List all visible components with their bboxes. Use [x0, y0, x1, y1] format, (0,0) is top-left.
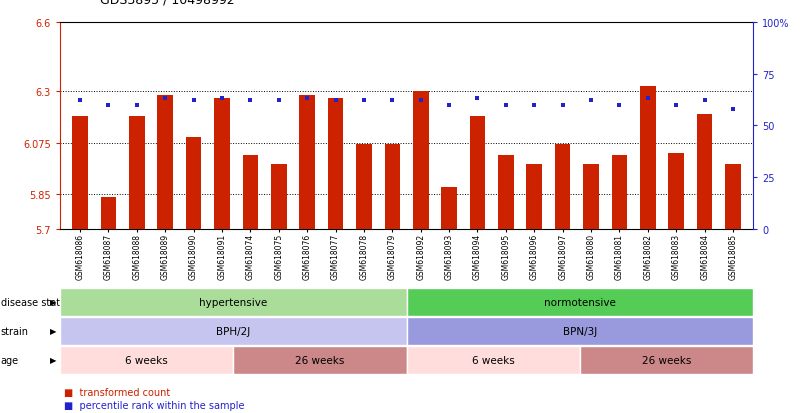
Text: ▶: ▶	[50, 355, 57, 364]
Bar	[271, 165, 287, 229]
Bar	[725, 165, 741, 229]
Bar	[469, 117, 485, 229]
Text: strain: strain	[1, 326, 29, 336]
Text: 6 weeks: 6 weeks	[125, 355, 168, 365]
Text: 26 weeks: 26 weeks	[296, 355, 344, 365]
Text: BPN/3J: BPN/3J	[562, 326, 597, 336]
Bar	[526, 165, 542, 229]
Text: BPH/2J: BPH/2J	[216, 326, 251, 336]
Bar	[300, 96, 315, 229]
Bar	[498, 156, 513, 229]
Bar	[214, 98, 230, 229]
Bar	[413, 92, 429, 229]
Bar	[441, 188, 457, 229]
Bar	[612, 156, 627, 229]
Text: ▶: ▶	[50, 326, 57, 335]
Text: GDS3895 / 10498992: GDS3895 / 10498992	[100, 0, 235, 6]
Text: normotensive: normotensive	[544, 297, 616, 307]
Bar	[356, 144, 372, 229]
Bar	[555, 144, 570, 229]
Text: hypertensive: hypertensive	[199, 297, 268, 307]
Bar	[157, 96, 173, 229]
Bar	[384, 144, 400, 229]
Bar	[186, 138, 201, 229]
Text: age: age	[1, 355, 19, 365]
Text: disease state: disease state	[1, 297, 66, 307]
Text: ▶: ▶	[50, 297, 57, 306]
Text: 6 weeks: 6 weeks	[472, 355, 514, 365]
Bar	[697, 114, 712, 229]
Bar	[583, 165, 599, 229]
Bar	[129, 117, 144, 229]
Text: 26 weeks: 26 weeks	[642, 355, 691, 365]
Text: ■  transformed count: ■ transformed count	[64, 387, 171, 397]
Bar	[328, 98, 344, 229]
Bar	[640, 87, 656, 229]
Text: ■  percentile rank within the sample: ■ percentile rank within the sample	[64, 400, 244, 410]
Bar	[243, 156, 258, 229]
Bar	[72, 117, 88, 229]
Bar	[669, 154, 684, 229]
Bar	[101, 197, 116, 229]
